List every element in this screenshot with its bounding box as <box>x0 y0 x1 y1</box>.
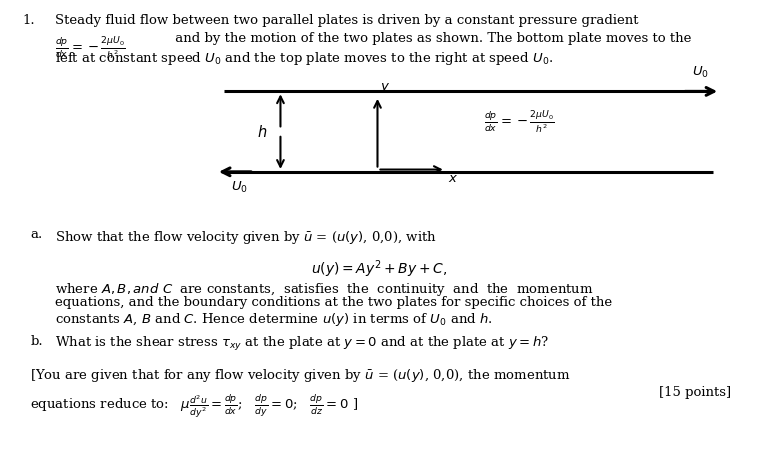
Text: $x$: $x$ <box>448 172 459 185</box>
Text: 1.: 1. <box>23 14 36 27</box>
Text: equations, and the boundary conditions at the two plates for specific choices of: equations, and the boundary conditions a… <box>55 296 612 309</box>
Text: constants $A$, $B$ and $C$. Hence determine $u(y)$ in terms of $U_0$ and $h$.: constants $A$, $B$ and $C$. Hence determ… <box>55 311 492 328</box>
Text: $h$: $h$ <box>256 123 267 140</box>
Text: $U_0$: $U_0$ <box>692 65 709 80</box>
Text: Steady fluid flow between two parallel plates is driven by a constant pressure g: Steady fluid flow between two parallel p… <box>55 14 638 27</box>
Text: Show that the flow velocity given by $\bar{u}$ = ($u(y)$, 0,0), with: Show that the flow velocity given by $\b… <box>55 228 437 245</box>
Text: a.: a. <box>30 228 42 241</box>
Text: where $A, B, \mathit{and}\ C$  are constants,  satisfies  the  continuity  and  : where $A, B, \mathit{and}\ C$ are consta… <box>55 281 594 298</box>
Text: left at constant speed $U_0$ and the top plate moves to the right at speed $U_0$: left at constant speed $U_0$ and the top… <box>55 50 553 67</box>
Text: equations reduce to:   $\mu\frac{d^2u}{dy^2} = \frac{dp}{dx}$;   $\frac{dp}{dy} : equations reduce to: $\mu\frac{d^2u}{dy^… <box>30 392 359 419</box>
Text: $y$: $y$ <box>380 81 390 95</box>
Text: $U_0$: $U_0$ <box>231 180 248 195</box>
Text: $u(y) = Ay^2 + By + C,$: $u(y) = Ay^2 + By + C,$ <box>311 258 447 280</box>
Text: $\frac{dp}{dx} = -\frac{2\mu U_0}{h^2}$: $\frac{dp}{dx} = -\frac{2\mu U_0}{h^2}$ <box>484 110 555 135</box>
Text: What is the shear stress $\tau_{xy}$ at the plate at $y = 0$ and at the plate at: What is the shear stress $\tau_{xy}$ at … <box>55 335 549 352</box>
Text: b.: b. <box>30 335 43 347</box>
Text: [15 points]: [15 points] <box>659 386 731 399</box>
Text: and by the motion of the two plates as shown. The bottom plate moves to the: and by the motion of the two plates as s… <box>171 32 691 45</box>
Text: $\frac{dp}{dx} = -\frac{2\mu U_0}{h^2}$: $\frac{dp}{dx} = -\frac{2\mu U_0}{h^2}$ <box>55 36 126 61</box>
Text: [You are given that for any flow velocity given by $\bar{u}$ = ($u(y)$, 0,0), th: [You are given that for any flow velocit… <box>30 367 571 383</box>
